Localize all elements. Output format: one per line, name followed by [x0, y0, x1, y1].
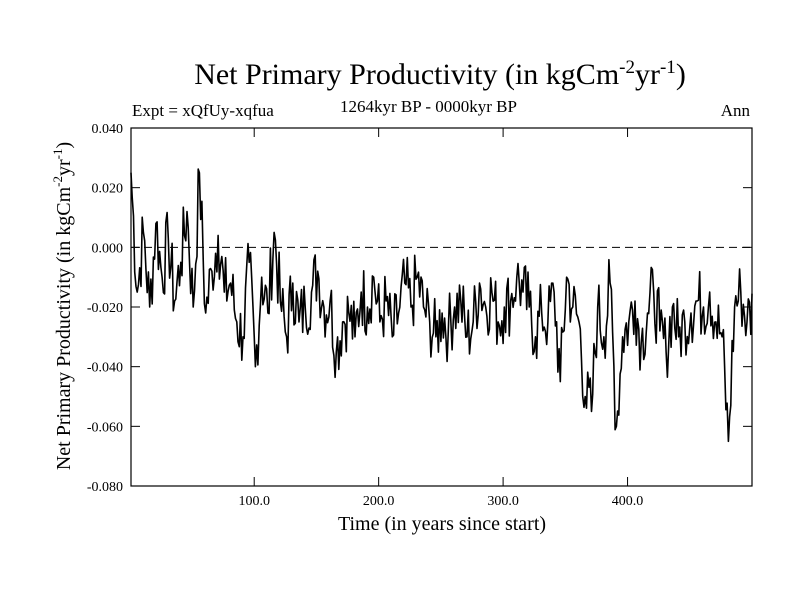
y-tick-label: 0.000 — [92, 241, 124, 256]
title-unit: yr — [634, 58, 660, 91]
y-tick-label: -0.060 — [87, 420, 123, 435]
y-title-text: ) — [53, 142, 75, 149]
x-tick-label: 200.0 — [363, 494, 395, 509]
y-tick-label: 0.040 — [92, 122, 124, 137]
period-label: 1264kyr BP - 0000kyr BP — [340, 97, 517, 116]
x-axis: 100.0 200.0 300.0 400.0 — [238, 128, 643, 509]
x-axis-title: Time (in years since start) — [338, 513, 546, 535]
y-title-exponent: -2 — [50, 176, 65, 187]
y-tick-label: -0.020 — [87, 301, 123, 316]
y-axis: -0.080 -0.060 -0.040 -0.020 0.000 0.020 0.040 — [87, 122, 752, 495]
experiment-label: Expt = xQfUy-xqfua — [132, 101, 274, 120]
y-tick-label: -0.040 — [87, 361, 123, 376]
plot-frame — [130, 127, 753, 487]
title-close: ) — [675, 58, 686, 91]
y-title-text: yr — [53, 159, 75, 176]
chart-title: Net Primary Productivity (in kgCm-2yr-1) — [0, 58, 800, 92]
season-label: Ann — [720, 101, 750, 120]
title-exponent-1: -2 — [619, 57, 635, 78]
y-tick-label: -0.080 — [87, 480, 123, 495]
x-tick-label: 100.0 — [238, 494, 270, 509]
title-text: Net Primary Productivity (in kgCm — [194, 58, 620, 91]
title-exponent-2: -1 — [659, 57, 676, 78]
y-axis-title: Net Primary Productivity (in kgCm-2yr-1) — [50, 142, 75, 470]
series-line — [130, 168, 753, 443]
y-title-text: Net Primary Productivity (in kgCm — [53, 186, 75, 470]
y-title-exponent: -1 — [50, 149, 65, 160]
y-tick-label: 0.020 — [92, 182, 124, 197]
x-tick-label: 400.0 — [612, 494, 644, 509]
x-tick-label: 300.0 — [487, 494, 519, 509]
